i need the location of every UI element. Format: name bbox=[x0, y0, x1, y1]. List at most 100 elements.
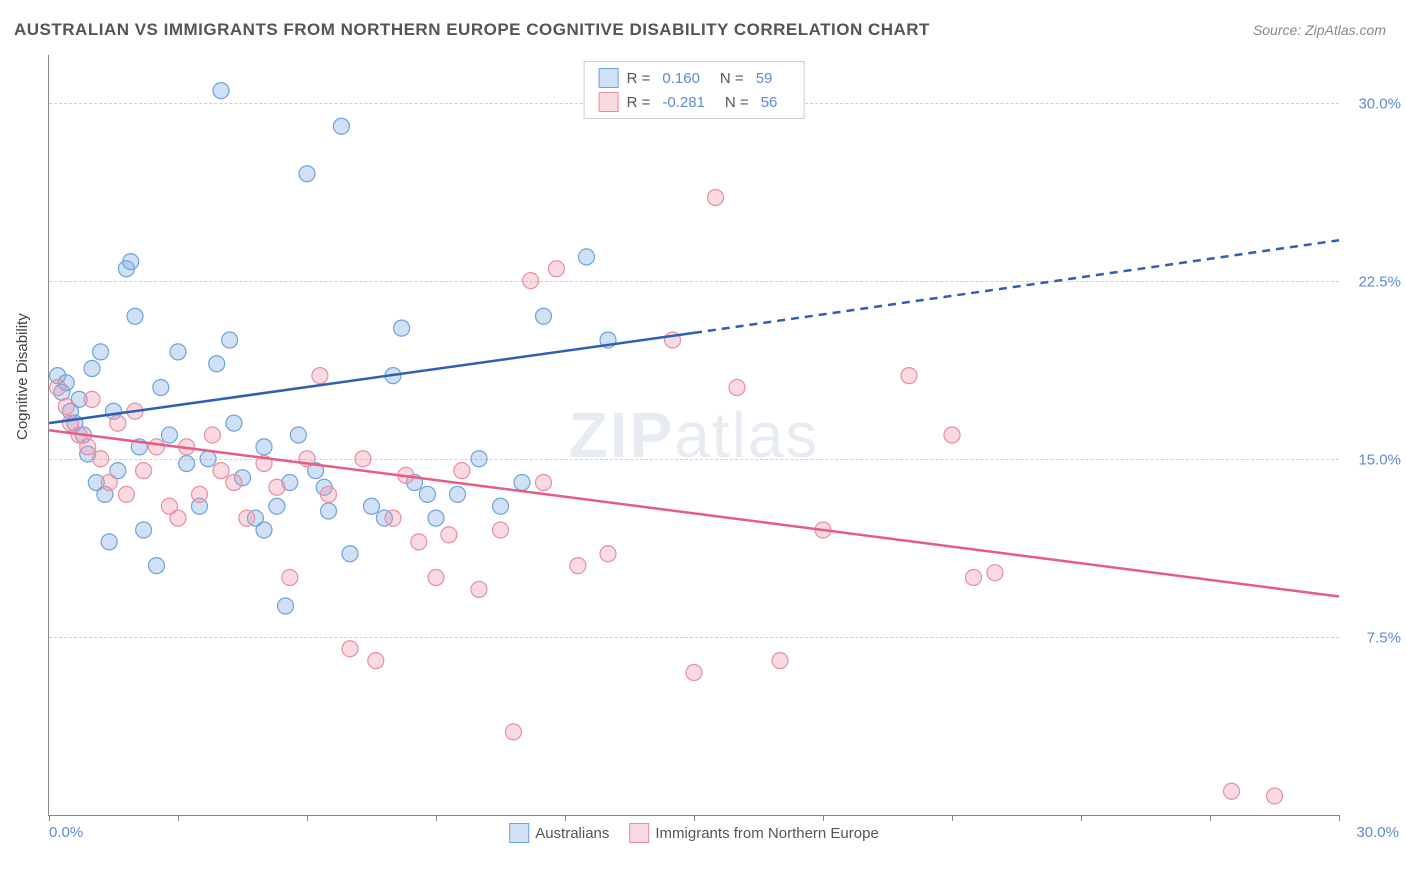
data-point bbox=[58, 399, 74, 415]
data-point bbox=[514, 475, 530, 491]
data-point bbox=[123, 254, 139, 270]
chart-area: ZIPatlas R = 0.160 N = 59 R = -0.281 N =… bbox=[48, 55, 1339, 816]
legend-item-0: Australians bbox=[509, 823, 609, 843]
data-point bbox=[523, 273, 539, 289]
data-point bbox=[385, 510, 401, 526]
data-point bbox=[321, 503, 337, 519]
data-point bbox=[536, 308, 552, 324]
x-tick bbox=[1081, 815, 1082, 821]
y-tick-label: 15.0% bbox=[1358, 451, 1401, 468]
data-point bbox=[282, 570, 298, 586]
data-point bbox=[944, 427, 960, 443]
data-point bbox=[153, 380, 169, 396]
chart-title: AUSTRALIAN VS IMMIGRANTS FROM NORTHERN E… bbox=[14, 20, 930, 40]
data-point bbox=[290, 427, 306, 443]
data-point bbox=[686, 665, 702, 681]
data-point bbox=[428, 510, 444, 526]
data-point bbox=[570, 558, 586, 574]
data-point bbox=[708, 190, 724, 206]
data-point bbox=[84, 361, 100, 377]
data-point bbox=[209, 356, 225, 372]
trend-line-dashed bbox=[694, 240, 1339, 333]
data-point bbox=[579, 249, 595, 265]
data-point bbox=[394, 320, 410, 336]
data-point bbox=[364, 498, 380, 514]
data-point bbox=[80, 439, 96, 455]
data-point bbox=[149, 558, 165, 574]
data-point bbox=[1267, 788, 1283, 804]
y-axis-title: Cognitive Disability bbox=[14, 313, 31, 440]
data-point bbox=[213, 463, 229, 479]
data-point bbox=[226, 475, 242, 491]
data-point bbox=[149, 439, 165, 455]
data-point bbox=[192, 486, 208, 502]
x-tick bbox=[694, 815, 695, 821]
swatch-bottom-0 bbox=[509, 823, 529, 843]
x-tick bbox=[307, 815, 308, 821]
data-point bbox=[1224, 783, 1240, 799]
x-tick bbox=[49, 815, 50, 821]
data-point bbox=[428, 570, 444, 586]
data-point bbox=[355, 451, 371, 467]
data-point bbox=[101, 534, 117, 550]
y-tick-label: 7.5% bbox=[1367, 629, 1401, 646]
data-point bbox=[493, 498, 509, 514]
data-point bbox=[110, 415, 126, 431]
data-point bbox=[213, 83, 229, 99]
data-point bbox=[299, 166, 315, 182]
data-point bbox=[471, 451, 487, 467]
data-point bbox=[226, 415, 242, 431]
data-point bbox=[170, 344, 186, 360]
scatter-plot bbox=[49, 55, 1339, 815]
legend-stats: R = 0.160 N = 59 R = -0.281 N = 56 bbox=[584, 61, 805, 119]
data-point bbox=[342, 546, 358, 562]
data-point bbox=[256, 522, 272, 538]
x-tick bbox=[436, 815, 437, 821]
data-point bbox=[179, 456, 195, 472]
source-label: Source: ZipAtlas.com bbox=[1253, 22, 1386, 38]
data-point bbox=[450, 486, 466, 502]
data-point bbox=[321, 486, 337, 502]
data-point bbox=[136, 463, 152, 479]
data-point bbox=[93, 344, 109, 360]
data-point bbox=[493, 522, 509, 538]
data-point bbox=[368, 653, 384, 669]
data-point bbox=[454, 463, 470, 479]
x-min-label: 0.0% bbox=[49, 824, 83, 841]
legend-row-1: R = -0.281 N = 56 bbox=[599, 90, 790, 114]
data-point bbox=[127, 308, 143, 324]
data-point bbox=[93, 451, 109, 467]
data-point bbox=[118, 486, 134, 502]
legend-series: Australians Immigrants from Northern Eur… bbox=[509, 823, 879, 843]
data-point bbox=[101, 475, 117, 491]
data-point bbox=[471, 581, 487, 597]
data-point bbox=[161, 427, 177, 443]
data-point bbox=[204, 427, 220, 443]
data-point bbox=[222, 332, 238, 348]
data-point bbox=[729, 380, 745, 396]
data-point bbox=[278, 598, 294, 614]
swatch-series-0 bbox=[599, 68, 619, 88]
data-point bbox=[50, 380, 66, 396]
data-point bbox=[505, 724, 521, 740]
data-point bbox=[600, 546, 616, 562]
trend-line bbox=[49, 333, 694, 423]
swatch-series-1 bbox=[599, 92, 619, 112]
data-point bbox=[269, 498, 285, 514]
data-point bbox=[84, 391, 100, 407]
data-point bbox=[312, 368, 328, 384]
data-point bbox=[239, 510, 255, 526]
x-tick bbox=[823, 815, 824, 821]
data-point bbox=[419, 486, 435, 502]
data-point bbox=[170, 510, 186, 526]
x-tick bbox=[952, 815, 953, 821]
x-tick bbox=[1339, 815, 1340, 821]
x-tick bbox=[178, 815, 179, 821]
data-point bbox=[441, 527, 457, 543]
data-point bbox=[269, 479, 285, 495]
data-point bbox=[200, 451, 216, 467]
data-point bbox=[342, 641, 358, 657]
data-point bbox=[333, 118, 349, 134]
x-max-label: 30.0% bbox=[1356, 824, 1399, 841]
y-tick-label: 22.5% bbox=[1358, 273, 1401, 290]
